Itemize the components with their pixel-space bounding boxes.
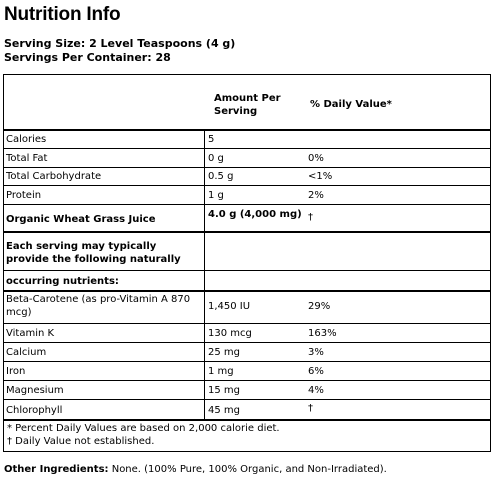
row-rule (4, 270, 490, 271)
row-organic-amount: 4.0 g (4,000 mg) (208, 209, 302, 220)
row-organic-name: Organic Wheat Grass Juice (6, 214, 156, 225)
row-iron-amount: 1 mg (208, 366, 234, 377)
provide-text: Each serving may typically provide the f… (6, 241, 181, 265)
row-magnesium-dv: 4% (308, 385, 324, 396)
other-ingredients: Other Ingredients: None. (100% Pure, 100… (4, 464, 387, 475)
row-total-fat-dv: 0% (308, 153, 324, 164)
row-total-carb-name: Total Carbohydrate (6, 171, 102, 182)
footnote-dagger: † Daily Value not established. (7, 436, 155, 447)
serving-info: Serving Size: 2 Level Teaspoons (4 g) Se… (4, 37, 235, 65)
row-rule (4, 380, 490, 381)
row-iron-dv: 6% (308, 366, 324, 377)
section-rule (4, 231, 490, 233)
other-ingredients-text: None. (100% Pure, 100% Organic, and Non-… (108, 464, 387, 475)
row-chlorophyll-name: Chlorophyll (6, 405, 63, 416)
row-magnesium-amount: 15 mg (208, 385, 240, 396)
servings-per-container: Servings Per Container: 28 (4, 51, 171, 64)
row-total-fat-amount: 0 g (208, 153, 224, 164)
occurring-text: occurring nutrients: (6, 276, 119, 287)
row-rule (4, 148, 490, 149)
row-organic-dv: † (308, 212, 313, 223)
row-protein-amount: 1 g (208, 190, 224, 201)
row-magnesium-name: Magnesium (6, 385, 64, 396)
row-rule (4, 323, 490, 324)
column-divider-amount (204, 130, 205, 420)
row-vitamin-k-dv: 163% (308, 328, 337, 339)
row-total-carb-amount: 0.5 g (208, 171, 234, 182)
row-rule (4, 399, 490, 400)
row-beta-carotene-amount: 1,450 IU (208, 301, 251, 312)
row-calcium-amount: 25 mg (208, 347, 240, 358)
section-rule (4, 419, 490, 421)
row-chlorophyll-amount: 45 mg (208, 405, 240, 416)
row-rule (4, 185, 490, 186)
row-calories-amount: 5 (208, 134, 215, 145)
header-rule (4, 129, 490, 131)
row-beta-carotene-name: Beta-Carotene (as pro-Vitamin A 870 mcg) (6, 294, 191, 318)
nutrition-panel: Amount Per Serving % Daily Value* Calori… (3, 74, 491, 452)
row-rule (4, 361, 490, 362)
header-daily-value: % Daily Value* (310, 99, 392, 110)
row-calories-name: Calories (6, 134, 47, 145)
header-amount: Amount Per Serving (214, 93, 281, 117)
footnote-percent: * Percent Daily Values are based on 2,00… (7, 423, 280, 434)
row-rule (4, 204, 490, 205)
row-total-carb-dv: <1% (308, 171, 333, 182)
row-calcium-name: Calcium (6, 347, 47, 358)
row-vitamin-k-name: Vitamin K (6, 328, 55, 339)
other-ingredients-label: Other Ingredients: (4, 464, 109, 475)
row-rule (4, 167, 490, 168)
row-protein-name: Protein (6, 190, 42, 201)
section-rule (4, 290, 490, 292)
row-rule (4, 342, 490, 343)
row-beta-carotene-dv: 29% (308, 301, 331, 312)
row-chlorophyll-dv: † (308, 403, 313, 414)
row-total-fat-name: Total Fat (6, 153, 48, 164)
page-title: Nutrition Info (4, 4, 121, 25)
row-calcium-dv: 3% (308, 347, 324, 358)
serving-size: Serving Size: 2 Level Teaspoons (4 g) (4, 37, 236, 50)
row-protein-dv: 2% (308, 190, 324, 201)
row-vitamin-k-amount: 130 mcg (208, 328, 252, 339)
row-iron-name: Iron (6, 366, 26, 377)
